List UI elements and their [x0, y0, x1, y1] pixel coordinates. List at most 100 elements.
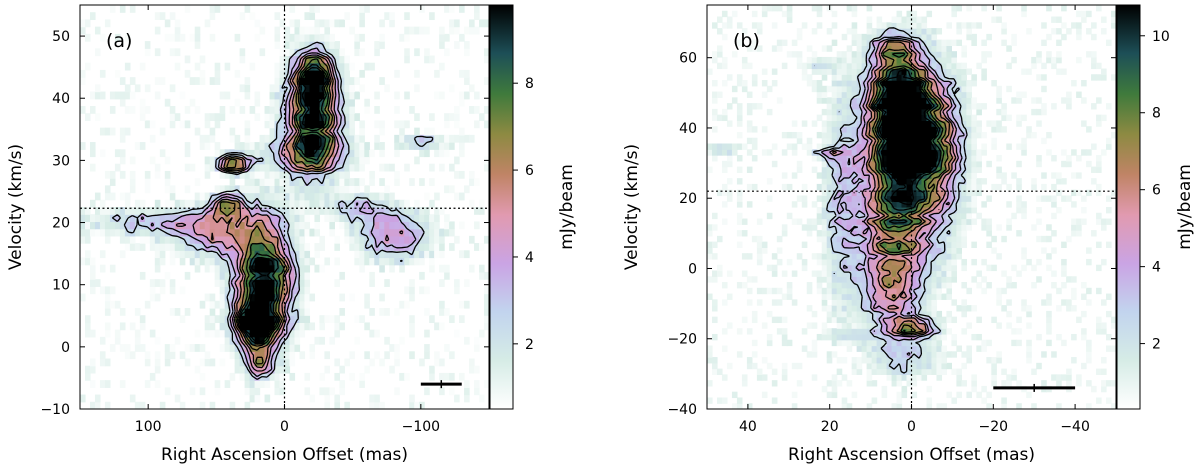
- heatmap-cell: [771, 287, 778, 295]
- heatmap-cell: [174, 221, 181, 230]
- heatmap-cell: [1081, 207, 1087, 214]
- heatmap-cell: [966, 201, 972, 208]
- heatmap-cell: [971, 143, 977, 150]
- heatmap-cell: [319, 315, 325, 324]
- heatmap-cell: [881, 62, 888, 70]
- heatmap-cell: [229, 192, 236, 201]
- heatmap-cell: [454, 120, 460, 129]
- heatmap-cell: [861, 276, 868, 283]
- heatmap-cell: [976, 108, 982, 116]
- heatmap-cell: [1036, 258, 1042, 266]
- heatmap-cell: [761, 10, 768, 18]
- heatmap-cell: [409, 401, 415, 409]
- heatmap-cell: [911, 74, 918, 81]
- heatmap-cell: [751, 339, 758, 347]
- heatmap-cell: [364, 365, 370, 374]
- heatmap-cell: [444, 142, 450, 150]
- heatmap-cell: [349, 192, 355, 201]
- heatmap-cell: [249, 156, 256, 165]
- heatmap-cell: [931, 39, 938, 46]
- heatmap-cell: [469, 106, 475, 114]
- heatmap-cell: [459, 127, 465, 136]
- heatmap-cell: [946, 22, 952, 29]
- heatmap-cell: [289, 84, 296, 93]
- heatmap-cell: [419, 271, 425, 280]
- heatmap-cell: [841, 258, 848, 266]
- heatmap-cell: [314, 69, 321, 78]
- heatmap-cell: [861, 282, 868, 289]
- heatmap-cell: [479, 329, 485, 338]
- heatmap-cell: [84, 235, 91, 244]
- heatmap-cell: [926, 357, 933, 364]
- heatmap-cell: [474, 380, 480, 388]
- heatmap-cell: [269, 214, 276, 223]
- heatmap-cell: [831, 149, 838, 156]
- heatmap-cell: [926, 33, 933, 41]
- heatmap-cell: [851, 305, 858, 312]
- heatmap-cell: [414, 221, 420, 230]
- heatmap-cell: [866, 235, 873, 243]
- heatmap-cell: [314, 33, 321, 42]
- heatmap-cell: [1091, 385, 1097, 393]
- heatmap-cell: [349, 91, 355, 100]
- heatmap-cell: [344, 401, 350, 409]
- heatmap-cell: [184, 199, 191, 208]
- heatmap-cell: [354, 41, 360, 49]
- heatmap-cell: [269, 322, 276, 331]
- heatmap-cell: [134, 329, 141, 338]
- heatmap-cell: [906, 293, 913, 300]
- heatmap-cell: [966, 189, 972, 197]
- heatmap-cell: [194, 77, 201, 85]
- heatmap-cell: [104, 235, 111, 244]
- heatmap-cell: [344, 149, 350, 158]
- heatmap-cell: [726, 143, 733, 150]
- heatmap-cell: [876, 137, 883, 145]
- heatmap-cell: [911, 293, 918, 300]
- heatmap-cell: [796, 51, 803, 58]
- heatmap-cell: [1026, 131, 1032, 139]
- heatmap-cell: [826, 56, 833, 64]
- heatmap-cell: [931, 287, 938, 295]
- heatmap-cell: [204, 142, 211, 150]
- heatmap-cell: [119, 380, 126, 388]
- heatmap-cell: [289, 19, 296, 28]
- heatmap-cell: [931, 270, 938, 277]
- heatmap-cell: [289, 41, 296, 49]
- heatmap-cell: [971, 333, 977, 341]
- heatmap-cell: [289, 170, 296, 179]
- heatmap-cell: [209, 257, 216, 266]
- heatmap-cell: [946, 189, 952, 197]
- heatmap-cell: [831, 103, 838, 110]
- heatmap-cell: [871, 207, 878, 214]
- heatmap-cell: [274, 41, 281, 49]
- heatmap-cell: [861, 264, 868, 272]
- heatmap-cell: [741, 380, 748, 387]
- heatmap-cell: [279, 365, 286, 374]
- heatmap-cell: [846, 224, 853, 231]
- heatmap-cell: [896, 276, 903, 283]
- heatmap-cell: [144, 300, 151, 309]
- heatmap-cell: [961, 62, 967, 70]
- heatmap-cell: [901, 339, 908, 347]
- heatmap-cell: [921, 126, 928, 133]
- heatmap-cell: [966, 149, 972, 156]
- heatmap-cell: [916, 16, 923, 23]
- heatmap-cell: [846, 51, 853, 58]
- heatmap-cell: [379, 235, 385, 244]
- heatmap-cell: [726, 270, 733, 277]
- heatmap-cell: [836, 316, 843, 324]
- heatmap-cell: [856, 247, 863, 254]
- heatmap-cell: [846, 172, 853, 179]
- heatmap-cell: [274, 156, 281, 165]
- heatmap-cell: [906, 80, 913, 87]
- heatmap-cell: [134, 228, 141, 237]
- heatmap-cell: [309, 134, 316, 143]
- heatmap-cell: [916, 357, 923, 364]
- heatmap-cell: [796, 218, 803, 225]
- heatmap-cell: [976, 282, 982, 289]
- heatmap-cell: [911, 247, 918, 254]
- heatmap-cell: [304, 322, 311, 331]
- heatmap-cell: [751, 103, 758, 110]
- heatmap-cell: [469, 358, 475, 367]
- heatmap-cell: [399, 250, 405, 259]
